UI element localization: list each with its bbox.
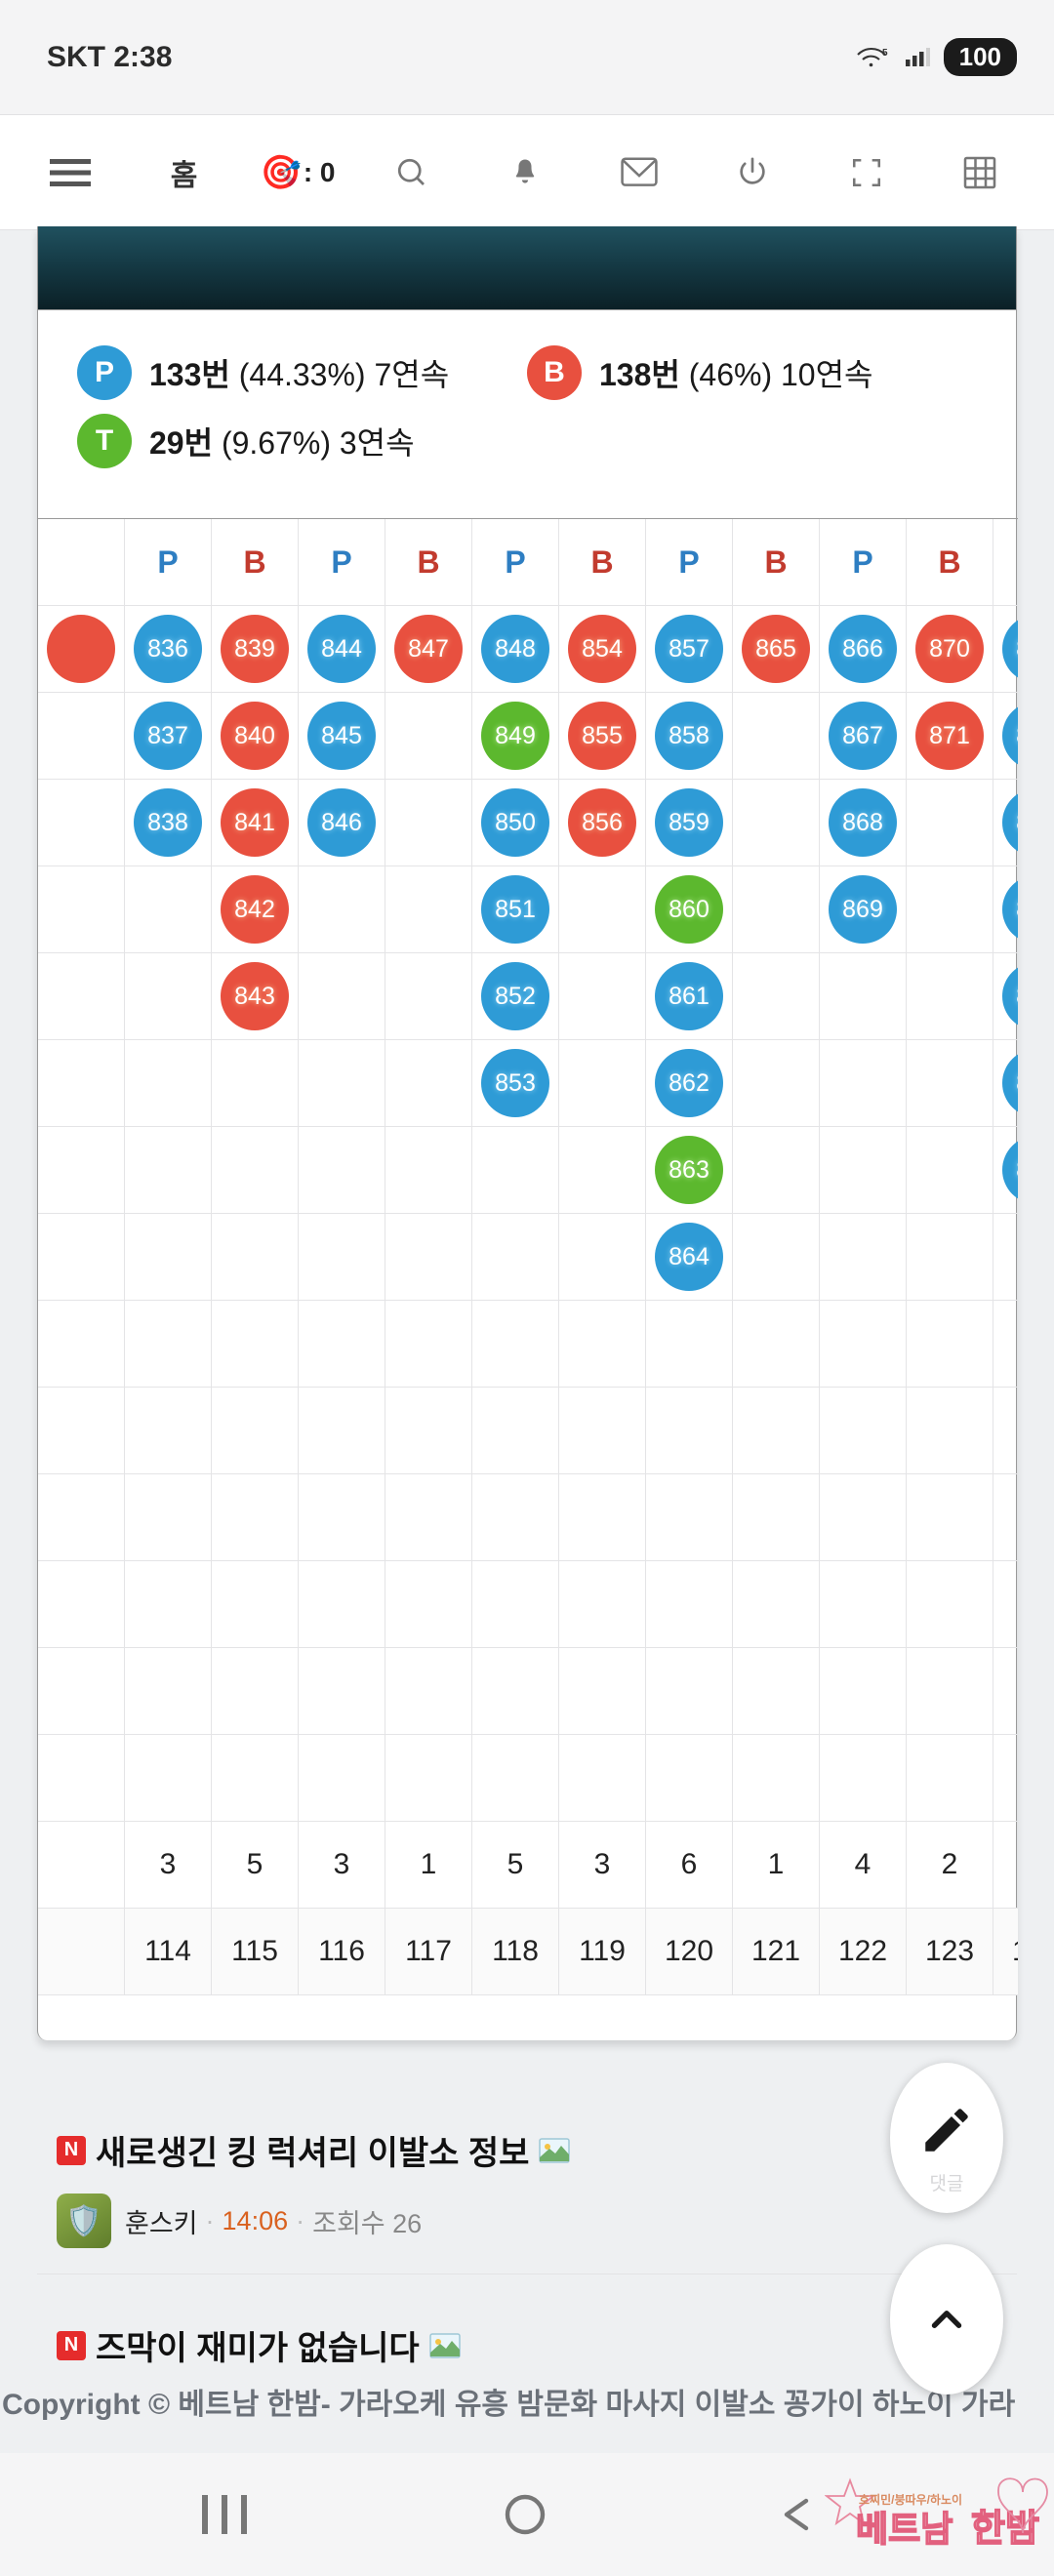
- svg-text:5: 5: [882, 48, 888, 59]
- svg-text:한밤: 한밤: [971, 2509, 1039, 2550]
- svg-text:베트남: 베트남: [856, 2509, 953, 2549]
- svg-text:호찌민/붕따우/하노이: 호찌민/붕따우/하노이: [859, 2492, 962, 2507]
